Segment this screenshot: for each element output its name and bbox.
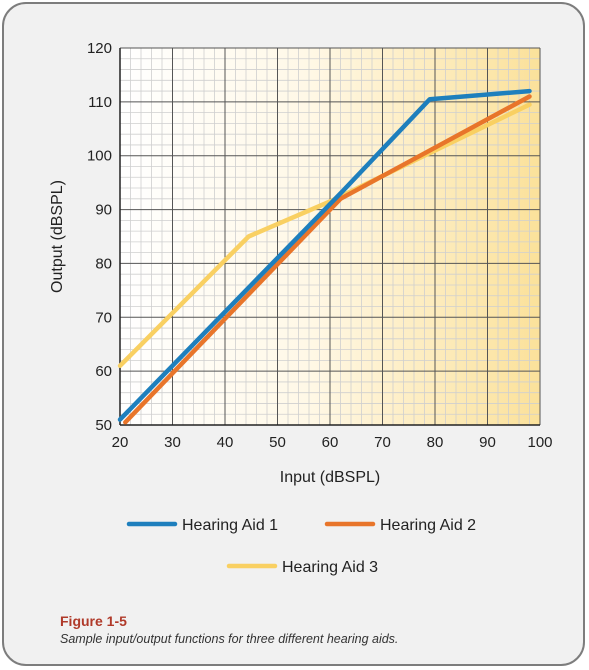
figure-caption: Figure 1-5 Sample input/output functions… <box>60 613 398 646</box>
legend-label-hearing-aid-3: Hearing Aid 3 <box>282 559 378 576</box>
x-tick-label: 80 <box>427 434 444 451</box>
y-tick-label: 100 <box>87 148 112 165</box>
y-tick-label: 60 <box>95 363 112 380</box>
io-function-chart: 20 30 40 50 60 70 80 90 100 50 60 70 80 90 100 110 120 I… <box>49 40 553 576</box>
x-tick-label: 100 <box>527 434 552 451</box>
y-tick-label: 90 <box>95 202 112 219</box>
legend-label-hearing-aid-2: Hearing Aid 2 <box>380 517 476 534</box>
y-tick-label: 120 <box>87 40 112 57</box>
series-line-hearing-aid-1 <box>117 88 532 422</box>
figure-number: Figure 1-5 <box>60 613 127 629</box>
x-tick-label: 30 <box>164 434 181 451</box>
y-tick-label: 110 <box>88 94 112 111</box>
x-tick-label: 50 <box>269 434 286 451</box>
legend-label-hearing-aid-1: Hearing Aid 1 <box>182 517 278 534</box>
y-tick-label: 80 <box>95 255 112 272</box>
x-tick-label: 40 <box>217 434 234 451</box>
y-axis-label: Output (dBSPL) <box>49 180 66 293</box>
tick-labels: 20 30 40 50 60 70 80 90 100 50 60 70 80 90 100 110 120 <box>87 40 553 451</box>
series-line-hearing-aid-2 <box>123 94 532 425</box>
y-tick-label: 70 <box>95 309 112 326</box>
legend: Hearing Aid 1 Hearing Aid 2 Hearing Aid 3 <box>126 517 476 576</box>
x-tick-label: 70 <box>374 434 391 451</box>
y-tick-label: 50 <box>95 417 112 434</box>
x-tick-label: 90 <box>479 434 496 451</box>
figure-description: Sample input/output functions for three … <box>60 632 399 646</box>
series-lines <box>117 88 532 425</box>
x-axis-label: Input (dBSPL) <box>280 469 381 486</box>
x-tick-label: 20 <box>112 434 129 451</box>
x-tick-label: 60 <box>322 434 339 451</box>
axes <box>119 48 540 426</box>
